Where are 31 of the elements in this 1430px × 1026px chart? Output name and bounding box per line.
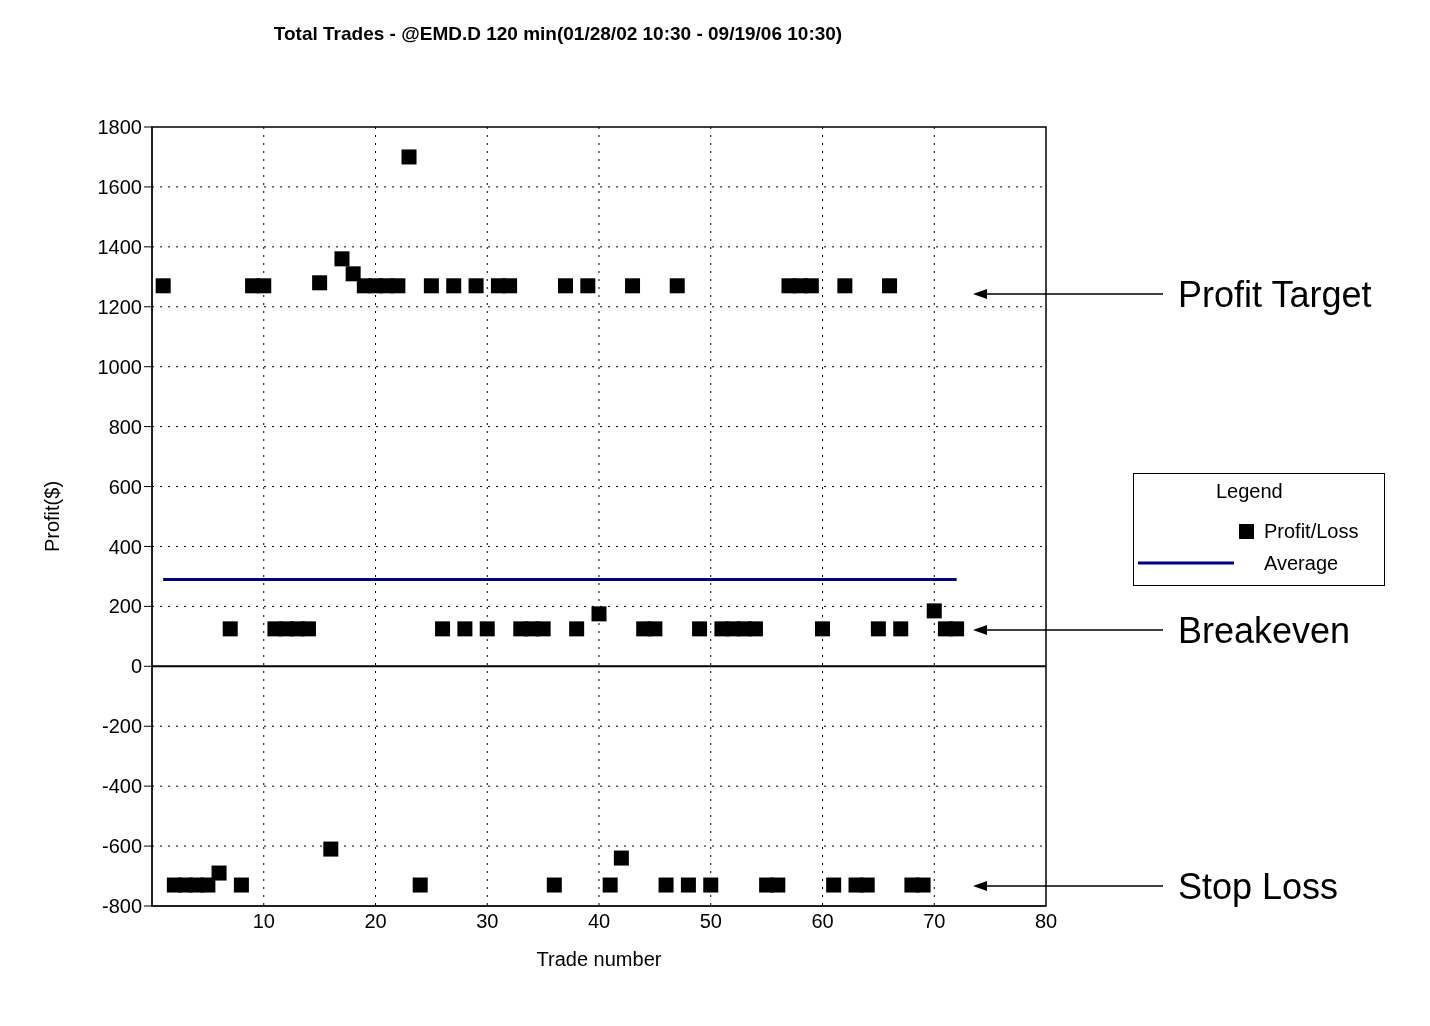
x-tick-label: 50 bbox=[699, 910, 722, 933]
x-tick-label: 80 bbox=[1034, 910, 1058, 933]
text: Breakeven bbox=[1178, 610, 1351, 651]
y-tick-label: 200 bbox=[108, 595, 142, 618]
y-tick-label: 0 bbox=[130, 655, 142, 678]
y-tick-label: 400 bbox=[108, 535, 142, 558]
y-tick-label: 1600 bbox=[97, 176, 142, 199]
x-tick-label: 20 bbox=[364, 910, 387, 933]
y-tick-label: 800 bbox=[108, 415, 142, 438]
x-axis-title: Trade number bbox=[536, 948, 662, 970]
y-tick-label: 1400 bbox=[97, 235, 142, 258]
y-axis-title: Profit($) bbox=[41, 480, 64, 553]
x-tick-label: 40 bbox=[587, 910, 611, 933]
y-tick-label: -400 bbox=[101, 775, 142, 798]
text: Stop Loss bbox=[1178, 866, 1339, 907]
x-tick-label: 30 bbox=[476, 910, 499, 933]
y-tick-label: -200 bbox=[101, 715, 142, 738]
x-tick-label: 70 bbox=[923, 910, 946, 933]
y-tick-label: 1200 bbox=[97, 295, 142, 318]
legend-title: Legend bbox=[1216, 480, 1284, 503]
y-tick-label: -800 bbox=[101, 895, 142, 918]
legend-label: Profit/Loss bbox=[1264, 519, 1359, 543]
x-tick-label: 10 bbox=[252, 910, 275, 933]
y-tick-label: 1000 bbox=[97, 355, 142, 378]
legend-label: Average bbox=[1264, 551, 1339, 575]
y-tick-label: 1800 bbox=[97, 116, 142, 139]
chart-title: Total Trades - @EMD.D 120 min(01/28/02 10:30 - 09/19/06 10:30) bbox=[272, 23, 844, 45]
text: Profit Target bbox=[1178, 274, 1372, 315]
y-tick-label: -600 bbox=[101, 835, 142, 858]
x-tick-label: 60 bbox=[811, 910, 834, 933]
y-tick-label: 600 bbox=[108, 475, 142, 498]
